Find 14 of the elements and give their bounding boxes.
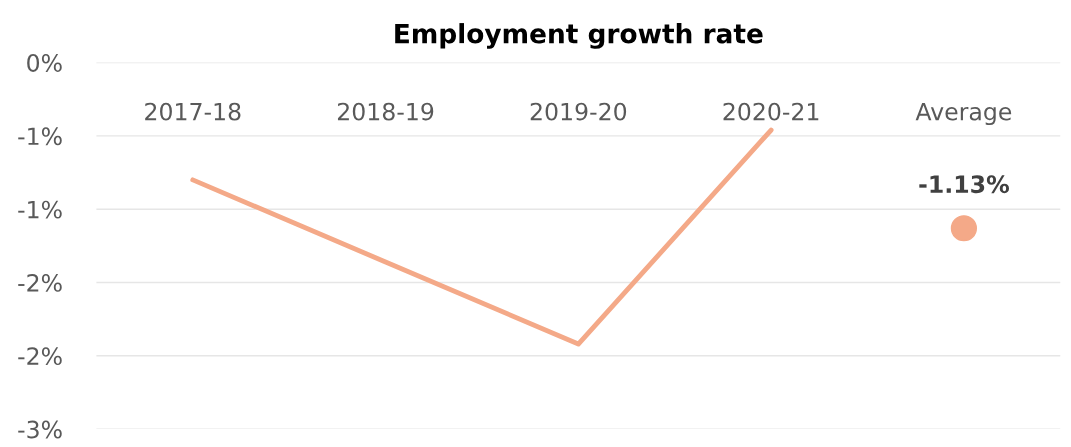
y-tick-label: -1% xyxy=(18,127,62,146)
x-tick-label: 2017-18 xyxy=(145,102,241,121)
x-tick-label: 2018-19 xyxy=(337,102,434,121)
y-tick-label: -2% xyxy=(18,347,62,366)
y-tick-label: -1% xyxy=(18,200,62,219)
x-tick-label: 2019-20 xyxy=(530,102,627,121)
data-label: -1.13% xyxy=(919,175,1010,194)
chart-title: Employment growth rate xyxy=(395,23,763,49)
x-tick-label: 2020-21 xyxy=(723,102,819,121)
y-tick-label: -3% xyxy=(18,420,62,439)
x-tick-label: Average xyxy=(915,102,1012,126)
line-series xyxy=(190,127,774,347)
y-tick-label: -2% xyxy=(18,273,62,292)
y-tick-label: 0% xyxy=(27,54,62,72)
